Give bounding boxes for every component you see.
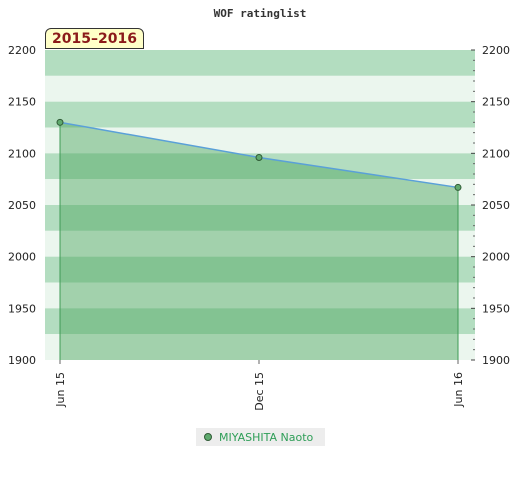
background-band [45, 205, 475, 231]
data-point [56, 118, 64, 126]
y-tick-label-right: 2050 [482, 199, 510, 212]
background-band [45, 308, 475, 335]
x-tick-label: Dec 15 [253, 372, 266, 411]
background-band [45, 101, 475, 128]
x-tick-label: Jun 15 [54, 372, 67, 408]
data-point [454, 183, 462, 191]
axes: 1900 1900 1950 1950 2000 2000 2050 2050 2100 2100… [8, 44, 510, 411]
chart-title: WOF ratinglist [214, 7, 307, 20]
legend[interactable]: MIYASHITA Naoto [196, 428, 325, 446]
legend-marker-icon [204, 433, 212, 441]
y-tick-label-left: 2050 [8, 199, 36, 212]
y-tick-label-right: 2200 [482, 44, 510, 57]
background-band [45, 282, 475, 309]
background-band [45, 230, 475, 257]
background-band [45, 50, 475, 76]
legend-label: MIYASHITA Naoto [219, 430, 314, 444]
background-band [45, 75, 475, 102]
y-tick-label-right: 2100 [482, 147, 510, 160]
y-tick-label-left: 2150 [8, 96, 36, 109]
background-band [45, 334, 475, 360]
y-tick-label-right: 2000 [482, 251, 510, 264]
y-tick-label-right: 2150 [482, 96, 510, 109]
background-band [45, 179, 475, 205]
y-tick-label-left: 2000 [8, 251, 36, 264]
data-point [255, 153, 263, 161]
x-tick-label: Jun 16 [452, 372, 465, 408]
background-bands [45, 50, 475, 360]
series-area [60, 122, 458, 360]
background-band [45, 256, 475, 283]
y-tick-label-left: 2200 [8, 44, 36, 57]
y-tick-label-right: 1900 [482, 354, 510, 367]
y-tick-label-right: 1950 [482, 302, 510, 315]
area-layer [59, 122, 459, 360]
season-label: 2015–2016 [45, 28, 144, 49]
y-tick-label-left: 1950 [8, 302, 36, 315]
y-tick-label-left: 2100 [8, 147, 36, 160]
data-marks [56, 118, 462, 191]
y-tick-label-left: 1900 [8, 354, 36, 367]
